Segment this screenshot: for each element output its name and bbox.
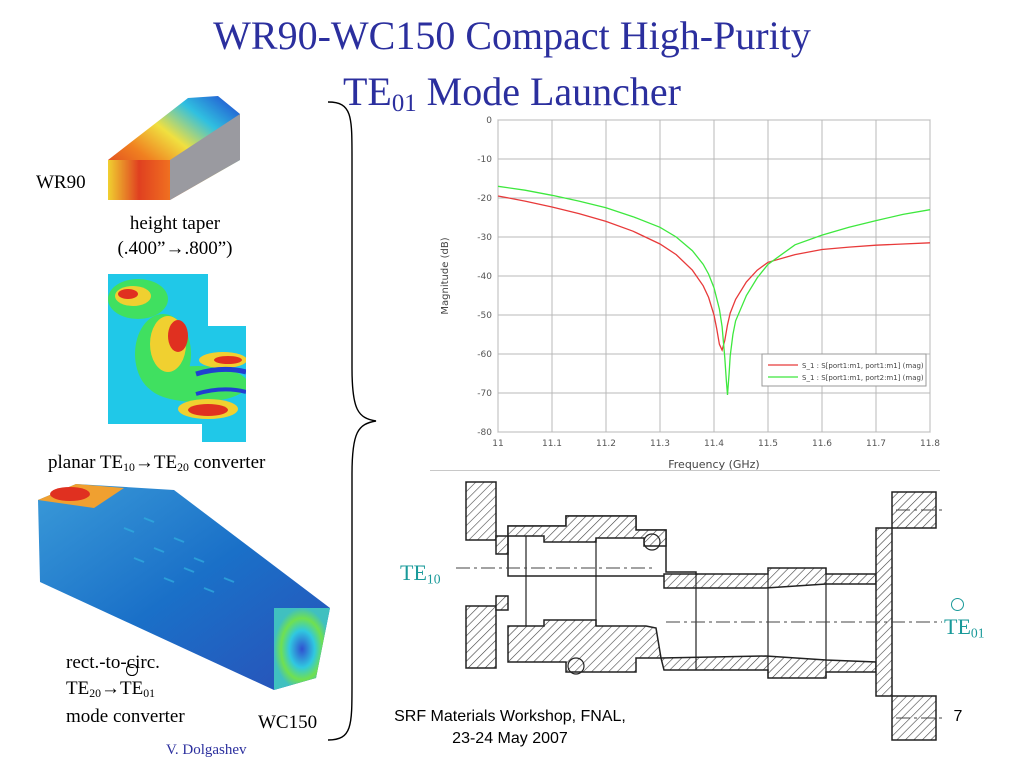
y-tick-label: -40 [477,272,492,282]
chart-legend: S_1 : S[port1:m1, port1:m1] (mag) S_1 : S… [761,353,927,387]
chart-y-axis-label: Magnitude (dB) [440,237,451,314]
chart-series [497,185,931,395]
title-te: TE [342,69,392,114]
planar-te2-sub: 20 [177,460,189,474]
height-taper-label: height taper [129,213,221,234]
planar-converter-render [108,274,246,442]
chart-divider [430,470,940,471]
s-parameter-chart: 11 11.1 11.2 11.3 11.4 11.5 11.6 11.7 11.8 0 -10 -2… [440,116,940,471]
te01-label: TE01 [944,598,985,641]
te10-label: TE10 [400,560,441,587]
x-tick-label: 11.7 [866,439,886,449]
rect-to-circ-label: rect.-to-circ. [66,652,160,673]
y-tick-label: 0 [486,116,492,126]
chart-axes: 11 11.1 11.2 11.3 11.4 11.5 11.6 11.7 11.8 0 -10 -2… [477,116,940,449]
slide-title-line1: WR90-WC150 Compact High-Purity [213,13,811,58]
x-tick-label: 11.5 [758,439,778,449]
author-label: V. Dolgashev [166,742,247,758]
wc150-label: WC150 [258,712,318,733]
y-tick-label: -20 [477,194,492,204]
legend-box [761,353,927,387]
rect-te2: TE [119,664,144,699]
x-tick-label: 11.1 [542,439,562,449]
rect-te1: TE [66,678,90,699]
series-line-2 [497,185,931,395]
rect-arrow: → [100,678,120,699]
x-tick-label: 11.6 [812,439,832,449]
title-te-sub: 01 [391,90,417,118]
te10-main: TE [400,560,427,585]
y-tick-label: -30 [477,233,492,243]
x-tick-label: 11.4 [704,439,724,449]
height-taper-render [108,96,240,200]
height-taper-range: (.400”→.800”) [117,238,233,259]
x-tick-label: 11 [492,439,503,449]
title-suffix: Mode Launcher [416,69,681,114]
y-tick-label: -60 [477,350,492,360]
footer-event-line1: SRF Materials Workshop, FNAL, [394,708,626,725]
y-tick-label: -80 [477,428,492,438]
rect-te1-sub: 20 [89,686,101,700]
series-line-1 [497,195,931,352]
legend-entry: S_1 : S[port1:m1, port1:m1] (mag) [802,362,924,370]
x-tick-label: 11.8 [920,439,940,449]
te01-sub: 01 [970,625,985,641]
planar-te1: planar TE [48,452,124,473]
legend-entry: S_1 : S[port1:m1, port2:m1] (mag) [802,374,924,382]
x-tick-label: 11.2 [596,439,616,449]
mode-converter-label: mode converter [66,706,185,727]
y-tick-label: -70 [477,389,492,399]
planar-te2: TE [153,452,178,473]
planar-converter-label: planar TE10→TE20 converter [48,452,338,475]
chart-x-axis-label: Frequency (GHz) [668,458,759,471]
planar-suffix: converter [188,452,266,473]
slide-title-line2: TE01 Mode Launcher [0,70,1024,126]
y-tick-label: -10 [477,155,492,165]
footer-event-line2: 23-24 May 2007 [452,730,568,747]
y-tick-label: -50 [477,311,492,321]
grouping-brace [327,101,377,741]
planar-arrow: → [134,452,154,473]
rect-to-circ-render [38,484,330,690]
rect-te2-sub: 01 [143,686,155,700]
planar-te1-sub: 10 [123,460,135,474]
launcher-cross-section [456,481,942,741]
wr90-label: WR90 [36,172,86,193]
te10-sub: 10 [426,571,441,587]
page-number: 7 [953,708,963,725]
rect-to-circ-modes: TE20→TE01 [66,664,155,701]
x-tick-label: 11.3 [650,439,670,449]
te01-main: TE [944,598,971,639]
